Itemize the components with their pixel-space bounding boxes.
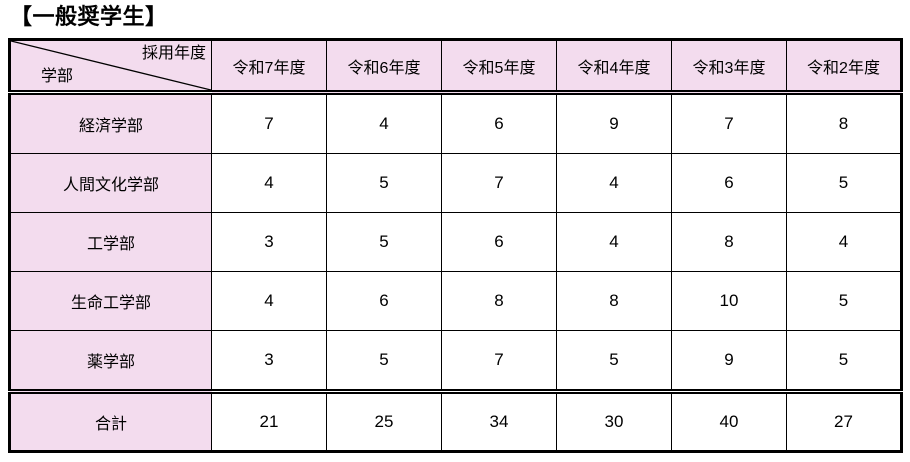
corner-label-year-axis: 採用年度	[141, 45, 206, 62]
total-cell: 25	[326, 391, 442, 452]
data-cell: 3	[211, 212, 327, 272]
diagonal-divider-line	[11, 41, 204, 88]
data-cell: 5	[556, 330, 672, 394]
table-row-human-culture: 人間文化学部 4 5 7 4 6 5	[9, 153, 902, 213]
data-cell: 7	[671, 92, 787, 154]
data-cell: 4	[556, 153, 672, 213]
data-cell: 9	[556, 92, 672, 154]
table-row-pharmacy: 薬学部 3 5 7 5 9 5	[9, 330, 902, 394]
year-header-cell: 令和7年度	[211, 39, 327, 95]
data-cell: 5	[326, 212, 442, 272]
table-row-life-engineering: 生命工学部 4 6 8 8 10 5	[9, 271, 902, 331]
data-cell: 8	[441, 271, 557, 331]
scholarship-table: 採用年度 学部 令和7年度 令和6年度 令和5年度 令和4年度 令和3年度 令和…	[8, 38, 903, 453]
data-cell: 9	[671, 330, 787, 394]
header-row: 採用年度 学部 令和7年度 令和6年度 令和5年度 令和4年度 令和3年度 令和…	[9, 39, 902, 95]
table-row-economics: 経済学部 7 4 6 9 7 8	[9, 92, 902, 154]
data-cell: 8	[556, 271, 672, 331]
data-cell: 6	[326, 271, 442, 331]
total-cell: 30	[556, 391, 672, 452]
data-cell: 7	[441, 153, 557, 213]
data-cell: 8	[671, 212, 787, 272]
data-cell: 10	[671, 271, 787, 331]
year-header-cell: 令和2年度	[786, 39, 902, 95]
faculty-label: 工学部	[9, 212, 212, 272]
table-title: 【一般奨学生】	[10, 4, 168, 29]
table-row-engineering: 工学部 3 5 6 4 8 4	[9, 212, 902, 272]
year-header-cell: 令和5年度	[441, 39, 557, 95]
data-cell: 8	[786, 92, 902, 154]
data-cell: 4	[556, 212, 672, 272]
faculty-label: 人間文化学部	[9, 153, 212, 213]
data-cell: 7	[441, 330, 557, 394]
total-cell: 21	[211, 391, 327, 452]
data-cell: 5	[326, 330, 442, 394]
data-cell: 5	[786, 330, 902, 394]
data-cell: 6	[441, 212, 557, 272]
faculty-label: 経済学部	[9, 92, 212, 154]
data-cell: 4	[786, 212, 902, 272]
total-cell: 40	[671, 391, 787, 452]
year-header-cell: 令和6年度	[326, 39, 442, 95]
year-header-cell: 令和3年度	[671, 39, 787, 95]
data-cell: 4	[211, 153, 327, 213]
data-cell: 4	[211, 271, 327, 331]
total-cell: 27	[786, 391, 902, 452]
faculty-label: 薬学部	[9, 330, 212, 394]
total-label: 合計	[9, 391, 212, 452]
data-cell: 7	[211, 92, 327, 154]
data-cell: 6	[671, 153, 787, 213]
corner-label-faculty-axis: 学部	[41, 68, 74, 85]
data-cell: 5	[786, 153, 902, 213]
data-cell: 4	[326, 92, 442, 154]
total-cell: 34	[441, 391, 557, 452]
faculty-label: 生命工学部	[9, 271, 212, 331]
table-row-total: 合計 21 25 34 30 40 27	[9, 391, 902, 452]
data-cell: 3	[211, 330, 327, 394]
data-cell: 5	[326, 153, 442, 213]
data-cell: 5	[786, 271, 902, 331]
year-header-cell: 令和4年度	[556, 39, 672, 95]
corner-cell: 採用年度 学部	[9, 39, 212, 95]
data-cell: 6	[441, 92, 557, 154]
